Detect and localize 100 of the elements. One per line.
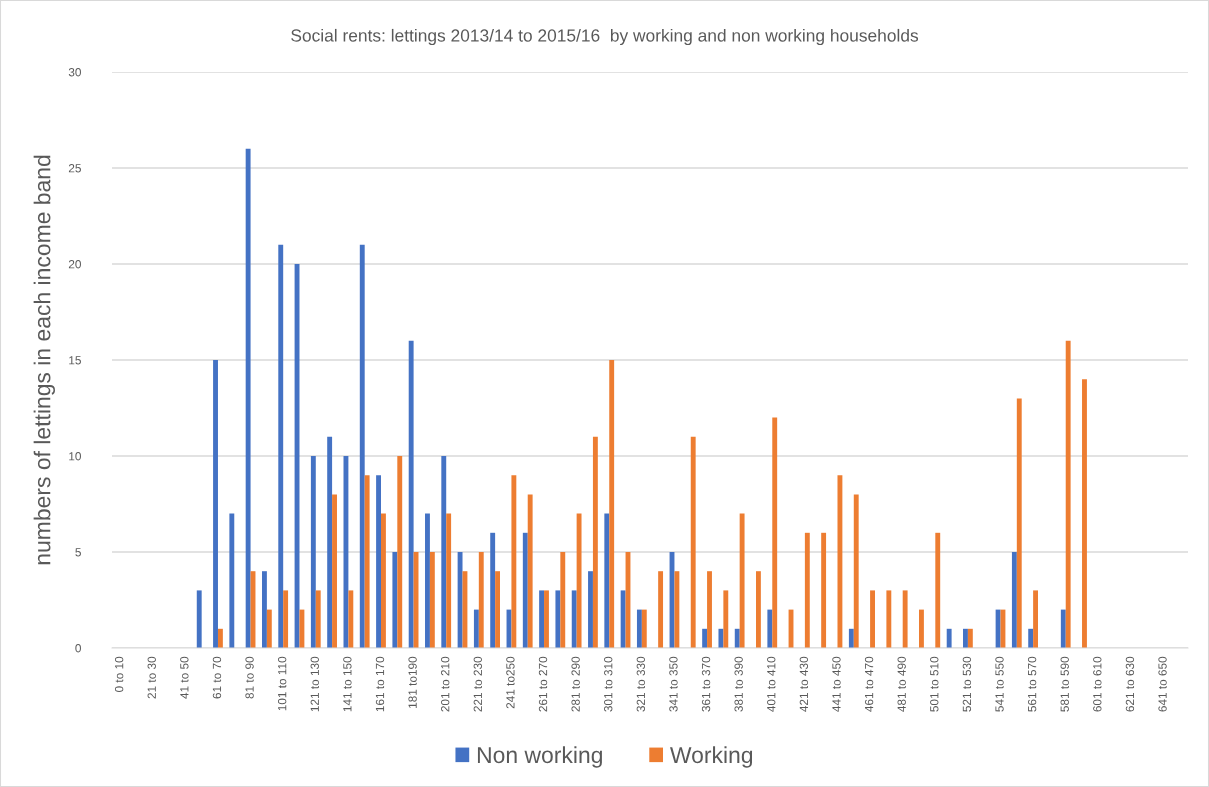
bar	[522, 532, 528, 648]
bar	[332, 494, 337, 648]
bar	[804, 532, 810, 648]
bar	[853, 494, 859, 648]
bar	[429, 552, 435, 648]
x-tick-label: 241 to250	[506, 656, 515, 709]
x-tick-label: 121 to 130	[310, 656, 319, 712]
x-tick-label: 361 to 370	[701, 656, 711, 712]
bar	[739, 513, 745, 648]
bar	[1016, 398, 1022, 648]
bar	[588, 571, 593, 648]
x-tick-label: 61 to 70	[212, 656, 222, 699]
y-tick-label: 20	[68, 260, 81, 269]
legend-label: Working	[670, 746, 753, 768]
x-tick-label: 581 to 590	[1060, 656, 1069, 712]
bar	[490, 532, 496, 648]
bar	[310, 456, 316, 648]
bar	[217, 628, 223, 648]
bar	[478, 552, 484, 648]
y-tick-label: 10	[69, 452, 81, 461]
bar	[315, 590, 321, 648]
bar	[755, 571, 761, 648]
bar	[527, 494, 533, 648]
x-tick-label: 621 to 630	[1125, 656, 1135, 712]
bar	[576, 513, 582, 648]
bar	[707, 571, 712, 648]
bar	[266, 609, 272, 648]
bar	[620, 590, 626, 648]
x-tick-label: 301 to 310	[604, 656, 613, 712]
bar	[397, 456, 403, 648]
y-tick-label: 25	[68, 164, 81, 173]
bar	[837, 475, 843, 648]
bar	[229, 513, 235, 648]
x-tick-label: 641 to 650	[1158, 656, 1167, 712]
y-tick-label: 30	[68, 68, 81, 77]
x-tick-label: 601 to 610	[1093, 656, 1102, 712]
bar	[592, 436, 598, 648]
bar	[571, 590, 577, 648]
x-tick-label: 501 to 510	[930, 656, 939, 712]
x-tick-label: 321 to 330	[636, 656, 646, 712]
bar	[690, 436, 696, 648]
legend-label: Non working	[477, 746, 602, 768]
bar	[935, 532, 941, 648]
bar	[723, 590, 729, 648]
bar	[772, 417, 778, 648]
bar	[604, 513, 610, 648]
x-tick-label: 221 to 230	[473, 656, 482, 712]
bar	[1033, 590, 1039, 648]
bar	[641, 609, 647, 648]
bar	[359, 244, 365, 648]
x-tick-label: 281 to 290	[571, 656, 580, 712]
bar	[658, 571, 664, 648]
bar	[425, 513, 430, 648]
bar	[718, 628, 724, 648]
bar	[609, 360, 615, 648]
bar	[1028, 628, 1034, 648]
bar	[636, 609, 642, 648]
bar	[902, 590, 908, 648]
x-tick-label: 401 to 410	[767, 656, 776, 712]
bar	[539, 590, 545, 648]
x-tick-label: 201 to 210	[441, 656, 450, 712]
x-tick-label: 421 to 430	[799, 656, 809, 712]
bar	[734, 628, 740, 648]
bar	[702, 628, 708, 648]
y-tick-label: 0	[75, 644, 81, 653]
bar	[870, 590, 875, 648]
bar	[283, 590, 289, 648]
bar	[511, 475, 517, 648]
x-tick-label: 21 to 30	[147, 656, 156, 699]
bar	[376, 475, 381, 648]
bar	[245, 148, 251, 648]
bar	[381, 513, 386, 648]
bar	[196, 590, 202, 648]
bar	[919, 609, 924, 648]
bar	[555, 590, 561, 648]
x-tick-label: 41 to 50	[180, 656, 189, 699]
x-tick-label: 541 to 550	[995, 656, 1004, 712]
bar	[392, 552, 398, 648]
bar	[327, 436, 333, 648]
bar	[299, 609, 305, 648]
y-tick-label: 5	[75, 548, 81, 557]
bar	[446, 513, 452, 648]
x-tick-label: 341 to 350	[669, 656, 678, 712]
bar	[967, 628, 973, 648]
bar	[261, 571, 267, 648]
bar	[1011, 552, 1017, 648]
bar	[278, 244, 284, 648]
y-axis-title: numbers of lettings in each income band	[33, 155, 55, 565]
x-tick-label: 521 to 530	[962, 656, 972, 712]
bar	[1065, 340, 1071, 648]
bar	[408, 340, 414, 648]
x-tick-label: 81 to 90	[245, 656, 254, 699]
x-tick-label: 0 to 10	[114, 656, 124, 692]
bar	[821, 532, 827, 648]
bar	[886, 590, 892, 648]
bar	[457, 552, 463, 648]
x-tick-label: 481 to 490	[897, 656, 906, 712]
bar	[674, 571, 680, 648]
x-tick-label: 101 to 110	[277, 656, 287, 711]
chart-title: Social rents: lettings 2013/14 to 2015/16 by working and non working households	[291, 28, 919, 46]
